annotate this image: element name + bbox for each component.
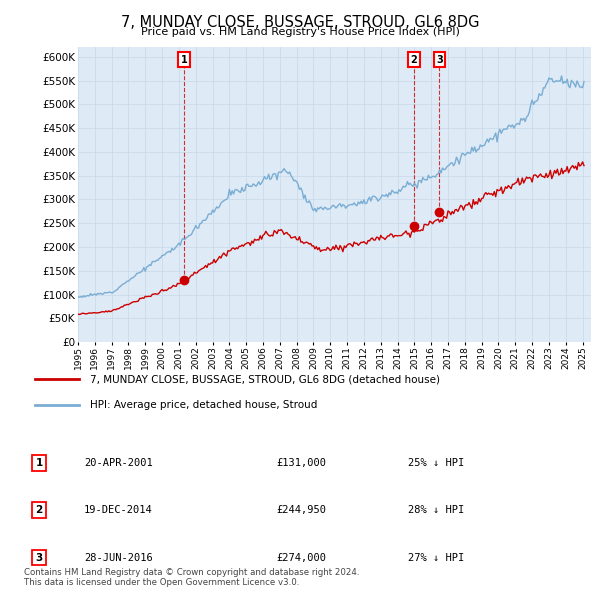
Text: 7, MUNDAY CLOSE, BUSSAGE, STROUD, GL6 8DG (detached house): 7, MUNDAY CLOSE, BUSSAGE, STROUD, GL6 8D… — [90, 375, 440, 384]
Text: 3: 3 — [436, 55, 443, 64]
Text: Price paid vs. HM Land Registry's House Price Index (HPI): Price paid vs. HM Land Registry's House … — [140, 27, 460, 37]
Text: 28% ↓ HPI: 28% ↓ HPI — [408, 506, 464, 515]
Text: £274,000: £274,000 — [276, 553, 326, 562]
Text: 1: 1 — [181, 55, 187, 64]
Text: 1: 1 — [35, 458, 43, 468]
Text: £244,950: £244,950 — [276, 506, 326, 515]
Text: £131,000: £131,000 — [276, 458, 326, 468]
Text: Contains HM Land Registry data © Crown copyright and database right 2024.
This d: Contains HM Land Registry data © Crown c… — [24, 568, 359, 587]
Text: 27% ↓ HPI: 27% ↓ HPI — [408, 553, 464, 562]
Text: HPI: Average price, detached house, Stroud: HPI: Average price, detached house, Stro… — [90, 401, 317, 410]
Text: 20-APR-2001: 20-APR-2001 — [84, 458, 153, 468]
Text: 2: 2 — [35, 506, 43, 515]
Text: 2: 2 — [410, 55, 417, 64]
Text: 25% ↓ HPI: 25% ↓ HPI — [408, 458, 464, 468]
Text: 19-DEC-2014: 19-DEC-2014 — [84, 506, 153, 515]
Text: 3: 3 — [35, 553, 43, 562]
Text: 7, MUNDAY CLOSE, BUSSAGE, STROUD, GL6 8DG: 7, MUNDAY CLOSE, BUSSAGE, STROUD, GL6 8D… — [121, 15, 479, 30]
Text: 28-JUN-2016: 28-JUN-2016 — [84, 553, 153, 562]
